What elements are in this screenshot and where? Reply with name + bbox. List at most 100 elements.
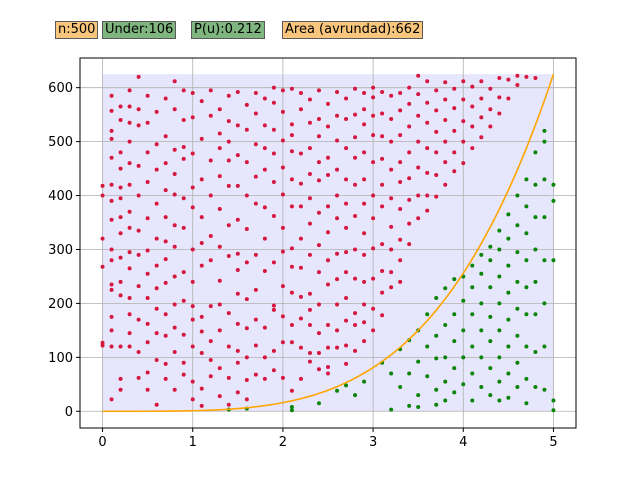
above-curve-point xyxy=(316,88,321,93)
above-curve-point xyxy=(461,161,466,166)
above-curve-point xyxy=(235,348,240,353)
above-curve-point xyxy=(298,265,303,270)
above-curve-point xyxy=(389,224,394,229)
above-curve-point xyxy=(398,237,403,242)
above-curve-point xyxy=(497,111,502,116)
above-curve-point xyxy=(226,93,231,98)
above-curve-point xyxy=(470,84,475,89)
y-tick-label: 600 xyxy=(48,81,73,96)
above-curve-point xyxy=(344,250,349,255)
above-curve-point xyxy=(154,201,159,206)
above-curve-point xyxy=(280,249,285,254)
above-curve-point xyxy=(407,242,412,247)
above-curve-point xyxy=(425,208,430,213)
under-curve-point xyxy=(506,344,511,349)
above-curve-point xyxy=(127,209,132,214)
under-curve-point xyxy=(497,379,502,384)
above-curve-point xyxy=(488,107,493,112)
above-curve-point xyxy=(289,122,294,127)
above-curve-point xyxy=(145,370,150,375)
above-curve-point xyxy=(380,313,385,318)
above-curve-point xyxy=(398,279,403,284)
above-curve-point xyxy=(163,161,168,166)
above-curve-point xyxy=(190,317,195,322)
area-estimate-badge: Area (avrundad):662 xyxy=(282,21,424,39)
above-curve-point xyxy=(362,302,367,307)
under-curve-point xyxy=(533,247,538,252)
above-curve-point xyxy=(217,328,222,333)
above-curve-point xyxy=(136,284,141,289)
above-curve-point xyxy=(461,79,466,84)
above-curve-point xyxy=(244,102,249,107)
above-curve-point xyxy=(253,372,258,377)
above-curve-point xyxy=(289,246,294,251)
above-curve-point xyxy=(172,274,177,279)
above-curve-point xyxy=(298,316,303,321)
above-curve-point xyxy=(145,321,150,326)
above-curve-point xyxy=(298,107,303,112)
under-curve-point xyxy=(551,398,556,403)
above-curve-point xyxy=(199,215,204,220)
above-curve-point xyxy=(434,194,439,199)
above-curve-point xyxy=(181,156,186,161)
above-curve-point xyxy=(226,402,231,407)
above-curve-point xyxy=(425,100,430,105)
above-curve-point xyxy=(316,367,321,372)
above-curve-point xyxy=(289,133,294,138)
under-curve-point xyxy=(524,204,529,209)
above-curve-point xyxy=(127,139,132,144)
above-curve-point xyxy=(326,204,330,209)
above-curve-point xyxy=(244,260,249,265)
above-curve-point xyxy=(452,86,457,91)
above-curve-point xyxy=(136,228,141,233)
y-tick-label: 300 xyxy=(48,243,73,258)
above-curve-point xyxy=(362,339,367,344)
above-curve-point xyxy=(118,196,123,201)
above-curve-point xyxy=(145,150,150,155)
under-curve-point xyxy=(506,290,511,295)
above-curve-point xyxy=(389,116,394,121)
above-curve-point xyxy=(280,314,285,319)
above-curve-point xyxy=(199,403,204,408)
above-curve-point xyxy=(154,236,159,241)
above-curve-point xyxy=(253,317,258,322)
under-curve-point xyxy=(316,401,321,406)
y-tick-label: 0 xyxy=(65,405,73,420)
above-curve-point xyxy=(479,115,484,120)
above-curve-point xyxy=(244,326,249,331)
above-curve-point xyxy=(434,129,439,134)
under-curve-point xyxy=(461,328,466,333)
above-curve-point xyxy=(109,397,114,402)
above-curve-point xyxy=(416,139,421,144)
above-curve-point xyxy=(425,193,430,198)
above-curve-point xyxy=(136,163,141,168)
above-curve-point xyxy=(335,216,340,221)
above-curve-point xyxy=(371,113,376,118)
above-curve-point xyxy=(443,182,448,187)
above-curve-point xyxy=(326,371,330,376)
above-curve-point xyxy=(298,236,303,241)
above-curve-point xyxy=(154,331,159,336)
under-curve-point xyxy=(389,371,394,376)
under-curve-point xyxy=(452,312,457,317)
under-curve-point xyxy=(488,285,493,290)
above-curve-point xyxy=(515,73,520,78)
above-curve-point xyxy=(353,155,358,160)
above-curve-point xyxy=(226,119,231,124)
under-curve-point xyxy=(470,285,475,290)
above-curve-point xyxy=(217,107,222,112)
above-curve-point xyxy=(307,221,312,226)
above-curve-point xyxy=(226,223,231,228)
under-curve-point xyxy=(407,403,412,408)
above-curve-point xyxy=(443,97,448,102)
above-curve-point xyxy=(298,294,303,299)
above-curve-point xyxy=(262,96,267,101)
above-curve-point xyxy=(127,344,132,349)
above-curve-point xyxy=(425,170,430,175)
above-curve-point xyxy=(109,93,114,98)
above-curve-point xyxy=(389,196,394,201)
under-curve-point xyxy=(479,328,484,333)
above-curve-point xyxy=(371,160,376,165)
x-tick-label: 2 xyxy=(279,435,287,450)
